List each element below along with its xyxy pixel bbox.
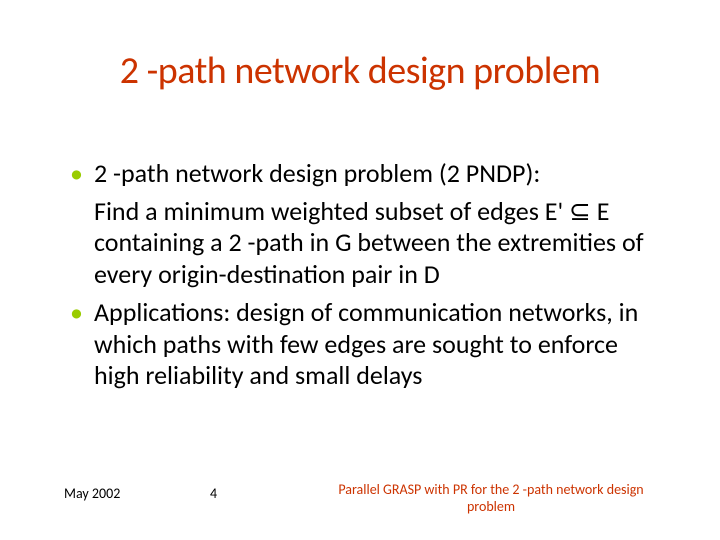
- slide-footer: May 2002 4 Parallel GRASP with PR for th…: [0, 476, 720, 516]
- bullet-list: Applications: design of communication ne…: [64, 297, 664, 392]
- bullet-item: 2 -path network design problem (2 PNDP):: [64, 158, 664, 190]
- bullet-lead-text: Applications: design of communication ne…: [94, 296, 638, 391]
- bullet-continuation: Find a minimum weighted subset of edges …: [64, 196, 664, 291]
- footer-page-number: 4: [210, 485, 217, 502]
- bullet-lead-text: 2 -path network design problem (2 PNDP):: [94, 157, 540, 189]
- footer-caption: Parallel GRASP with PR for the 2 -path n…: [316, 482, 666, 516]
- slide-body: 2 -path network design problem (2 PNDP):…: [64, 158, 664, 398]
- footer-date: May 2002: [64, 485, 120, 502]
- slide: 2 -path network design problem 2 -path n…: [0, 0, 720, 540]
- bullet-list: 2 -path network design problem (2 PNDP):: [64, 158, 664, 190]
- bullet-item: Applications: design of communication ne…: [64, 297, 664, 392]
- slide-title: 2 -path network design problem: [0, 48, 720, 94]
